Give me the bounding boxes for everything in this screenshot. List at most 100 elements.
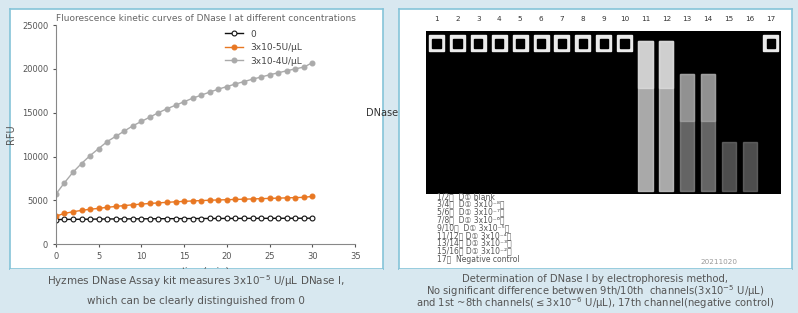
Bar — [558, 39, 566, 49]
Text: 7/8：  D① 3x10⁻⁶；: 7/8： D① 3x10⁻⁶； — [437, 215, 504, 224]
3x10-4U/μL — [274, 71, 283, 75]
0 — [94, 217, 104, 221]
Bar — [680, 74, 694, 121]
Text: 16: 16 — [745, 16, 755, 22]
Bar — [638, 41, 653, 88]
0 — [205, 217, 215, 220]
Bar — [659, 41, 674, 88]
Text: 7: 7 — [559, 16, 564, 22]
Text: 12: 12 — [662, 16, 671, 22]
Bar — [450, 34, 465, 51]
3x10-4U/μL — [85, 154, 95, 157]
0 — [256, 217, 266, 220]
3x10-5U/μL — [274, 196, 283, 200]
3x10-4U/μL — [120, 129, 129, 133]
3x10-4U/μL — [247, 77, 257, 81]
0 — [274, 216, 283, 220]
3x10-5U/μL — [282, 196, 291, 200]
Text: DNase: DNase — [365, 108, 397, 118]
Text: 13: 13 — [682, 16, 692, 22]
0 — [120, 217, 129, 221]
Bar — [579, 39, 587, 49]
3x10-4U/μL — [111, 135, 120, 138]
3x10-5U/μL — [247, 197, 257, 201]
Line: 0: 0 — [53, 216, 314, 222]
3x10-4U/μL — [214, 87, 223, 91]
3x10-4U/μL — [154, 111, 164, 115]
0 — [68, 218, 77, 221]
3x10-5U/μL — [85, 208, 95, 211]
Title: Fluorescence kinetic curves of DNase I at different concentrations: Fluorescence kinetic curves of DNase I a… — [56, 14, 355, 23]
Text: 20211020: 20211020 — [701, 259, 737, 265]
3x10-5U/μL — [145, 202, 155, 205]
Text: 15/16： D① 3x10⁻²；: 15/16： D① 3x10⁻²； — [437, 247, 512, 256]
Bar — [680, 74, 694, 191]
3x10-4U/μL — [128, 124, 137, 128]
3x10-5U/μL — [239, 197, 249, 201]
0 — [188, 217, 197, 220]
Text: 13/14： D① 3x10⁻³；: 13/14： D① 3x10⁻³； — [437, 239, 512, 248]
Bar — [701, 74, 715, 121]
3x10-5U/μL — [205, 198, 215, 202]
0 — [231, 217, 240, 220]
3x10-4U/μL — [102, 140, 112, 143]
3x10-5U/μL — [222, 198, 231, 202]
0 — [145, 217, 155, 221]
Bar — [722, 142, 736, 191]
0 — [196, 217, 206, 220]
3x10-4U/μL — [196, 93, 206, 97]
3x10-4U/μL — [282, 69, 291, 73]
Bar — [537, 39, 545, 49]
Line: 3x10-5U/μL: 3x10-5U/μL — [53, 194, 314, 218]
Text: 15: 15 — [725, 16, 733, 22]
Text: 9/10：  D① 3x10⁻⁵；: 9/10： D① 3x10⁻⁵； — [437, 223, 509, 232]
Bar — [433, 39, 440, 49]
3x10-5U/μL — [120, 204, 129, 208]
Text: 4: 4 — [497, 16, 502, 22]
3x10-5U/μL — [231, 198, 240, 201]
3x10-4U/μL — [307, 61, 317, 64]
Legend: 0, 3x10-5U/μL, 3x10-4U/μL: 0, 3x10-5U/μL, 3x10-4U/μL — [225, 29, 302, 66]
Bar — [492, 34, 507, 51]
0 — [51, 218, 61, 222]
Text: No significant difference betwwen 9th/10th  channels(3x10$^{-5}$ U/μL): No significant difference betwwen 9th/10… — [426, 283, 764, 299]
3x10-5U/μL — [94, 207, 104, 210]
3x10-5U/μL — [214, 198, 223, 202]
Text: 17: 17 — [766, 16, 776, 22]
3x10-5U/μL — [265, 197, 275, 200]
Bar — [429, 34, 444, 51]
3x10-4U/μL — [188, 96, 197, 100]
3x10-4U/μL — [77, 162, 86, 165]
Text: 14: 14 — [704, 16, 713, 22]
Bar — [743, 142, 757, 191]
3x10-4U/μL — [68, 170, 77, 174]
3x10-5U/μL — [180, 199, 189, 203]
0 — [239, 217, 249, 220]
0 — [154, 217, 164, 221]
Text: 2: 2 — [455, 16, 460, 22]
3x10-5U/μL — [77, 208, 86, 212]
X-axis label: time(min): time(min) — [181, 266, 230, 276]
3x10-5U/μL — [299, 195, 309, 199]
Text: 5/6：  D① 3x10⁻⁷；: 5/6： D① 3x10⁻⁷； — [437, 208, 504, 217]
Bar — [617, 34, 632, 51]
Text: 5: 5 — [518, 16, 523, 22]
0 — [307, 216, 317, 220]
3x10-5U/μL — [188, 199, 197, 203]
Line: 3x10-4U/μL: 3x10-4U/μL — [53, 60, 314, 197]
3x10-4U/μL — [171, 103, 180, 107]
0 — [136, 217, 146, 221]
Bar — [555, 34, 570, 51]
3x10-5U/μL — [111, 205, 120, 208]
3x10-5U/μL — [154, 201, 164, 205]
3x10-5U/μL — [68, 210, 77, 213]
Text: and 1st ~8th channels($\leq$3x10$^{-6}$ U/μL), 17th channel(negative control): and 1st ~8th channels($\leq$3x10$^{-6}$ … — [417, 295, 774, 311]
0 — [162, 217, 172, 221]
3x10-4U/μL — [265, 73, 275, 77]
0 — [60, 218, 69, 221]
Bar — [575, 34, 591, 51]
3x10-4U/μL — [239, 80, 249, 84]
Text: 3/4：  D① 3x10⁻⁸；: 3/4： D① 3x10⁻⁸； — [437, 200, 504, 209]
Text: 9: 9 — [602, 16, 606, 22]
3x10-5U/μL — [171, 200, 180, 204]
